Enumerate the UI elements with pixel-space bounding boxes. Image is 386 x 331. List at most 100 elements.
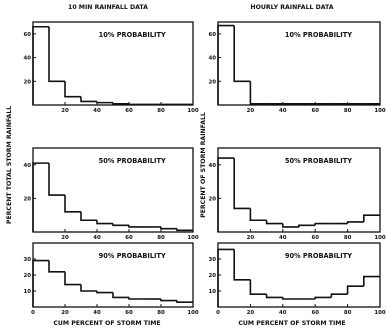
x-tick-label: 20 [247,235,255,241]
histogram-bar [217,248,235,307]
chart-panel-2: 20 40 60 20 40 60 80 100 10% PROBABILITY [208,21,386,114]
histogram-bar [282,223,299,228]
histogram-bar [233,25,251,83]
x-axis-label-left: CUM PERCENT OF STORM TIME [53,320,160,327]
column-title-10min: 10 MIN RAINFALL DATA [68,4,148,11]
histogram-bar [233,158,251,210]
y-tick-label: 10 [208,289,216,295]
histogram-bar [32,259,49,307]
y-tick-label: 20 [208,196,216,202]
histogram-bar [176,228,193,232]
chart-panel-3: 20 40 20 40 60 80 100 50% PROBABILITY [23,147,199,241]
y-tick-label: 40 [23,163,31,169]
column-title-hourly: HOURLY RAINFALL DATA [250,4,333,11]
x-tick-label: 80 [344,108,352,114]
x-tick-label: 20 [247,108,255,114]
y-tick-label: 40 [23,56,31,62]
y-tick-label: 30 [23,257,31,263]
y-axis-label-right: PERCENT OF STORM RAINFALL [200,112,207,218]
histogram-bar [64,195,81,213]
x-axis-label-right: CUM PERCENT OF STORM TIME [238,320,345,327]
histogram-bar [176,300,193,303]
histogram-bars [217,157,380,232]
chart-panel-5: 10 20 30 0 20 40 60 80 100 90% PROBABILITY [23,242,199,316]
x-tick-label: 40 [93,310,101,316]
histogram-bar [249,279,267,295]
histogram-bar [80,211,97,222]
probability-label: 50% PROBABILITY [99,157,166,165]
x-tick-label: 60 [125,108,133,114]
histogram-bar [112,292,129,299]
histogram-bar [330,293,348,298]
histogram-bar [298,224,316,227]
x-tick-label: 40 [93,235,101,241]
histogram-bars [32,25,193,106]
y-tick-label: 20 [23,79,31,85]
probability-label: 90% PROBABILITY [285,252,352,260]
x-tick-label: 60 [311,235,319,241]
histogram-bar [128,103,145,106]
histogram-bar [217,24,235,105]
y-axis-label-left: PERCENT TOTAL STORM RAINFALL [6,106,13,224]
y-tick-label: 30 [208,257,216,263]
histogram-bar [96,101,113,104]
x-tick-label: 20 [247,310,255,316]
x-tick-label: 40 [279,235,287,241]
histogram-bar [48,26,65,83]
histogram-bar [233,249,251,281]
histogram-bar [363,275,380,287]
x-tick-label: 100 [187,310,199,316]
y-tick-label: 10 [23,289,31,295]
x-tick-label: 60 [311,310,319,316]
histogram-bar [64,271,81,286]
histogram-bars [32,162,193,232]
histogram-bar [80,284,97,292]
histogram-bar [80,96,97,103]
histogram-bar [249,81,267,105]
x-tick-label: 80 [344,310,352,316]
histogram-bar [48,260,65,273]
x-tick-label: 20 [61,310,69,316]
histogram-bar [217,157,235,232]
histogram-bar [265,220,283,225]
chart-panel-1: 20 40 60 20 40 60 80 100 10% PROBABILITY [23,21,199,114]
histogram-bar [249,208,267,222]
x-tick-label: 40 [279,108,287,114]
histogram-bar [64,81,81,98]
x-tick-label: 100 [187,235,199,241]
x-tick-label: 80 [157,235,165,241]
y-tick-label: 40 [208,163,216,169]
y-tick-label: 60 [23,32,31,38]
x-tick-label: 40 [93,108,101,114]
histogram-bar [112,102,129,105]
histogram-bar [282,297,299,300]
chart-panel-6: 10 20 30 0 20 40 60 80 100 90% PROBABILITY [208,242,386,316]
histogram-bar [128,225,145,228]
histogram-bar [363,214,380,222]
histogram-bars [217,248,380,307]
y-tick-label: 20 [23,273,31,279]
x-tick-label: 80 [344,235,352,241]
x-tick-label: 0 [31,310,35,316]
histogram-bar [128,297,145,300]
x-tick-label: 100 [187,108,199,114]
y-tick-label: 60 [208,32,216,38]
x-tick-label: 60 [311,108,319,114]
x-tick-label: 100 [374,235,386,241]
x-tick-label: 100 [374,108,386,114]
histogram-bar [32,25,49,105]
histogram-bars [32,259,193,307]
histogram-bar [48,163,65,196]
x-tick-label: 40 [279,310,287,316]
histogram-bar [314,222,332,226]
histogram-bar [96,291,113,294]
x-tick-label: 80 [157,310,165,316]
histogram-bar [160,299,177,302]
y-tick-label: 20 [23,196,31,202]
histogram-bar [112,223,129,227]
y-tick-label: 20 [208,79,216,85]
x-tick-label: 0 [216,310,220,316]
y-tick-label: 20 [208,273,216,279]
